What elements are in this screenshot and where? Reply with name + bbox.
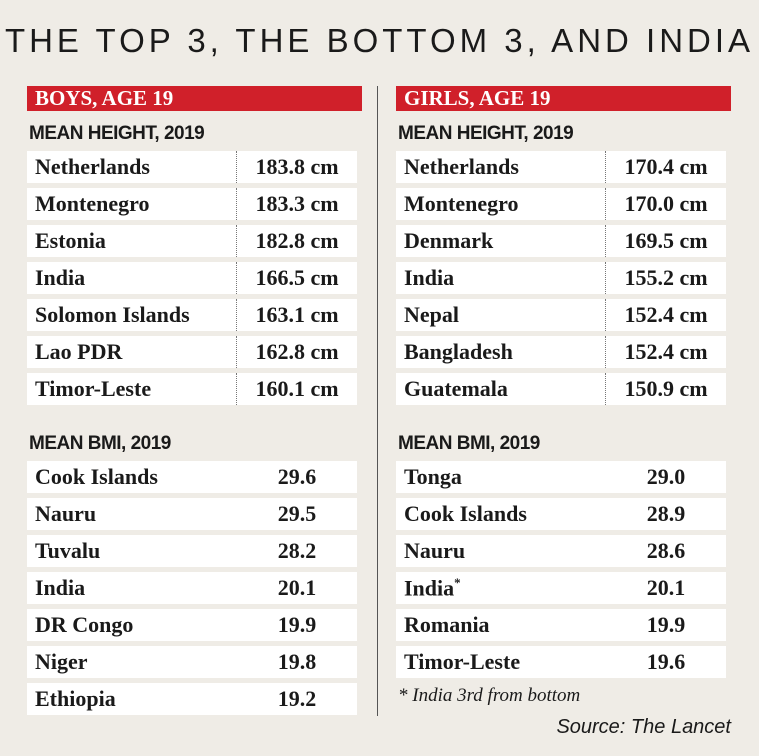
girls-bmi-table: Tonga 29.0 Cook Islands 28.9 Nauru 28.6 Ind… [396,461,726,678]
table-row: Tonga 29.0 [396,461,726,493]
country-name: Nepal [396,299,606,331]
table-row: Cook Islands 28.9 [396,498,726,530]
country-name: Tonga [404,464,462,489]
footnote-marker: * [454,574,461,590]
table-row: Guatemala 150.9 cm [396,373,726,405]
bmi-value: 28.6 [646,538,686,563]
country-name: India* [396,575,606,601]
table-row: Niger 19.8 [27,646,357,678]
boys-bmi-heading: MEAN BMI, 2019 [29,433,171,454]
height-value: 182.8 cm [255,228,339,253]
country-name: Estonia [27,225,237,257]
table-row: Lao PDR 162.8 cm [27,336,357,368]
page-title: THE TOP 3, THE BOTTOM 3, AND INDIA [4,22,755,59]
table-row: Tuvalu 28.2 [27,535,357,567]
height-value: 155.2 cm [624,265,708,290]
height-value: 152.4 cm [624,339,708,364]
bmi-value: 29.6 [277,464,317,489]
table-row: Nauru 29.5 [27,498,357,530]
country-name: Netherlands [27,151,237,183]
country-name: Ethiopia [35,686,116,711]
height-value: 169.5 cm [624,228,708,253]
country-name: Guatemala [396,373,606,405]
country-name: Romania [404,612,490,637]
source-credit: Source: The Lancet [556,716,731,738]
height-value: 183.8 cm [255,154,339,179]
table-row: Ethiopia 19.2 [27,683,357,715]
boys-column: BOYS, AGE 19 MEAN HEIGHT, 2019 Netherlan… [27,86,362,720]
table-row: Denmark 169.5 cm [396,225,726,257]
country-name: Timor-Leste [27,373,237,405]
height-value: 163.1 cm [255,302,339,327]
girls-height-heading: MEAN HEIGHT, 2019 [398,123,574,144]
table-row: Montenegro 170.0 cm [396,188,726,220]
bmi-value: 19.6 [646,649,686,674]
height-value: 166.5 cm [255,265,339,290]
boys-bmi-table: Cook Islands 29.6 Nauru 29.5 Tuvalu 28.2 In… [27,461,357,715]
height-value: 170.4 cm [624,154,708,179]
bmi-value: 19.8 [277,649,317,674]
girls-bmi-heading: MEAN BMI, 2019 [398,433,540,454]
table-row: Nauru 28.6 [396,535,726,567]
girls-height-table: Netherlands 170.4 cm Montenegro 170.0 cm D… [396,151,726,405]
height-value: 150.9 cm [624,376,708,401]
country-name: Lao PDR [27,336,237,368]
bmi-value: 19.9 [277,612,317,637]
country-name: Bangladesh [396,336,606,368]
height-value: 152.4 cm [624,302,708,327]
country-name: Tuvalu [35,538,101,563]
country-name: India [35,575,86,600]
country-name: DR Congo [35,612,134,637]
country-name: Netherlands [396,151,606,183]
table-row: Solomon Islands 163.1 cm [27,299,357,331]
country-name: Montenegro [27,188,237,220]
bmi-value: 19.9 [646,612,686,637]
country-name: India [27,262,237,294]
table-row: India 155.2 cm [396,262,726,294]
bmi-value: 19.2 [277,686,317,711]
country-name: Timor-Leste [404,649,521,674]
table-row: India* 20.1 [396,572,726,604]
boys-height-table: Netherlands 183.8 cm Montenegro 183.3 cm E… [27,151,357,405]
country-name: Niger [35,649,88,674]
country-name: Montenegro [396,188,606,220]
footnote: * India 3rd from bottom [398,685,581,706]
table-row: DR Congo 19.9 [27,609,357,641]
table-row: Romania 19.9 [396,609,726,641]
country-name: Denmark [396,225,606,257]
table-row: Bangladesh 152.4 cm [396,336,726,368]
height-value: 162.8 cm [255,339,339,364]
table-row: Estonia 182.8 cm [27,225,357,257]
country-name: India [396,262,606,294]
column-divider [377,86,378,716]
height-value: 160.1 cm [255,376,339,401]
table-row: Netherlands 183.8 cm [27,151,357,183]
table-row: Timor-Leste 19.6 [396,646,726,678]
girls-column: GIRLS, AGE 19 MEAN HEIGHT, 2019 Netherla… [396,86,731,683]
height-value: 183.3 cm [255,191,339,216]
table-row: Montenegro 183.3 cm [27,188,357,220]
table-row: Netherlands 170.4 cm [396,151,726,183]
boys-height-heading: MEAN HEIGHT, 2019 [29,123,205,144]
country-name: Cook Islands [35,464,158,489]
country-name: Nauru [404,538,466,563]
bmi-value: 28.2 [277,538,317,563]
country-name: Cook Islands [404,501,527,526]
bmi-value: 28.9 [646,501,686,526]
bmi-value: 29.5 [277,501,317,526]
height-value: 170.0 cm [624,191,708,216]
country-name-text: India [404,575,455,601]
table-row: Nepal 152.4 cm [396,299,726,331]
bmi-value: 29.0 [646,464,686,489]
girls-banner: GIRLS, AGE 19 [396,86,731,111]
country-name: Solomon Islands [27,299,237,331]
country-name: Nauru [35,501,97,526]
table-row: India 166.5 cm [27,262,357,294]
bmi-value: 20.1 [646,575,686,600]
boys-banner: BOYS, AGE 19 [27,86,362,111]
table-row: India 20.1 [27,572,357,604]
table-row: Timor-Leste 160.1 cm [27,373,357,405]
bmi-value: 20.1 [277,575,317,600]
table-row: Cook Islands 29.6 [27,461,357,493]
